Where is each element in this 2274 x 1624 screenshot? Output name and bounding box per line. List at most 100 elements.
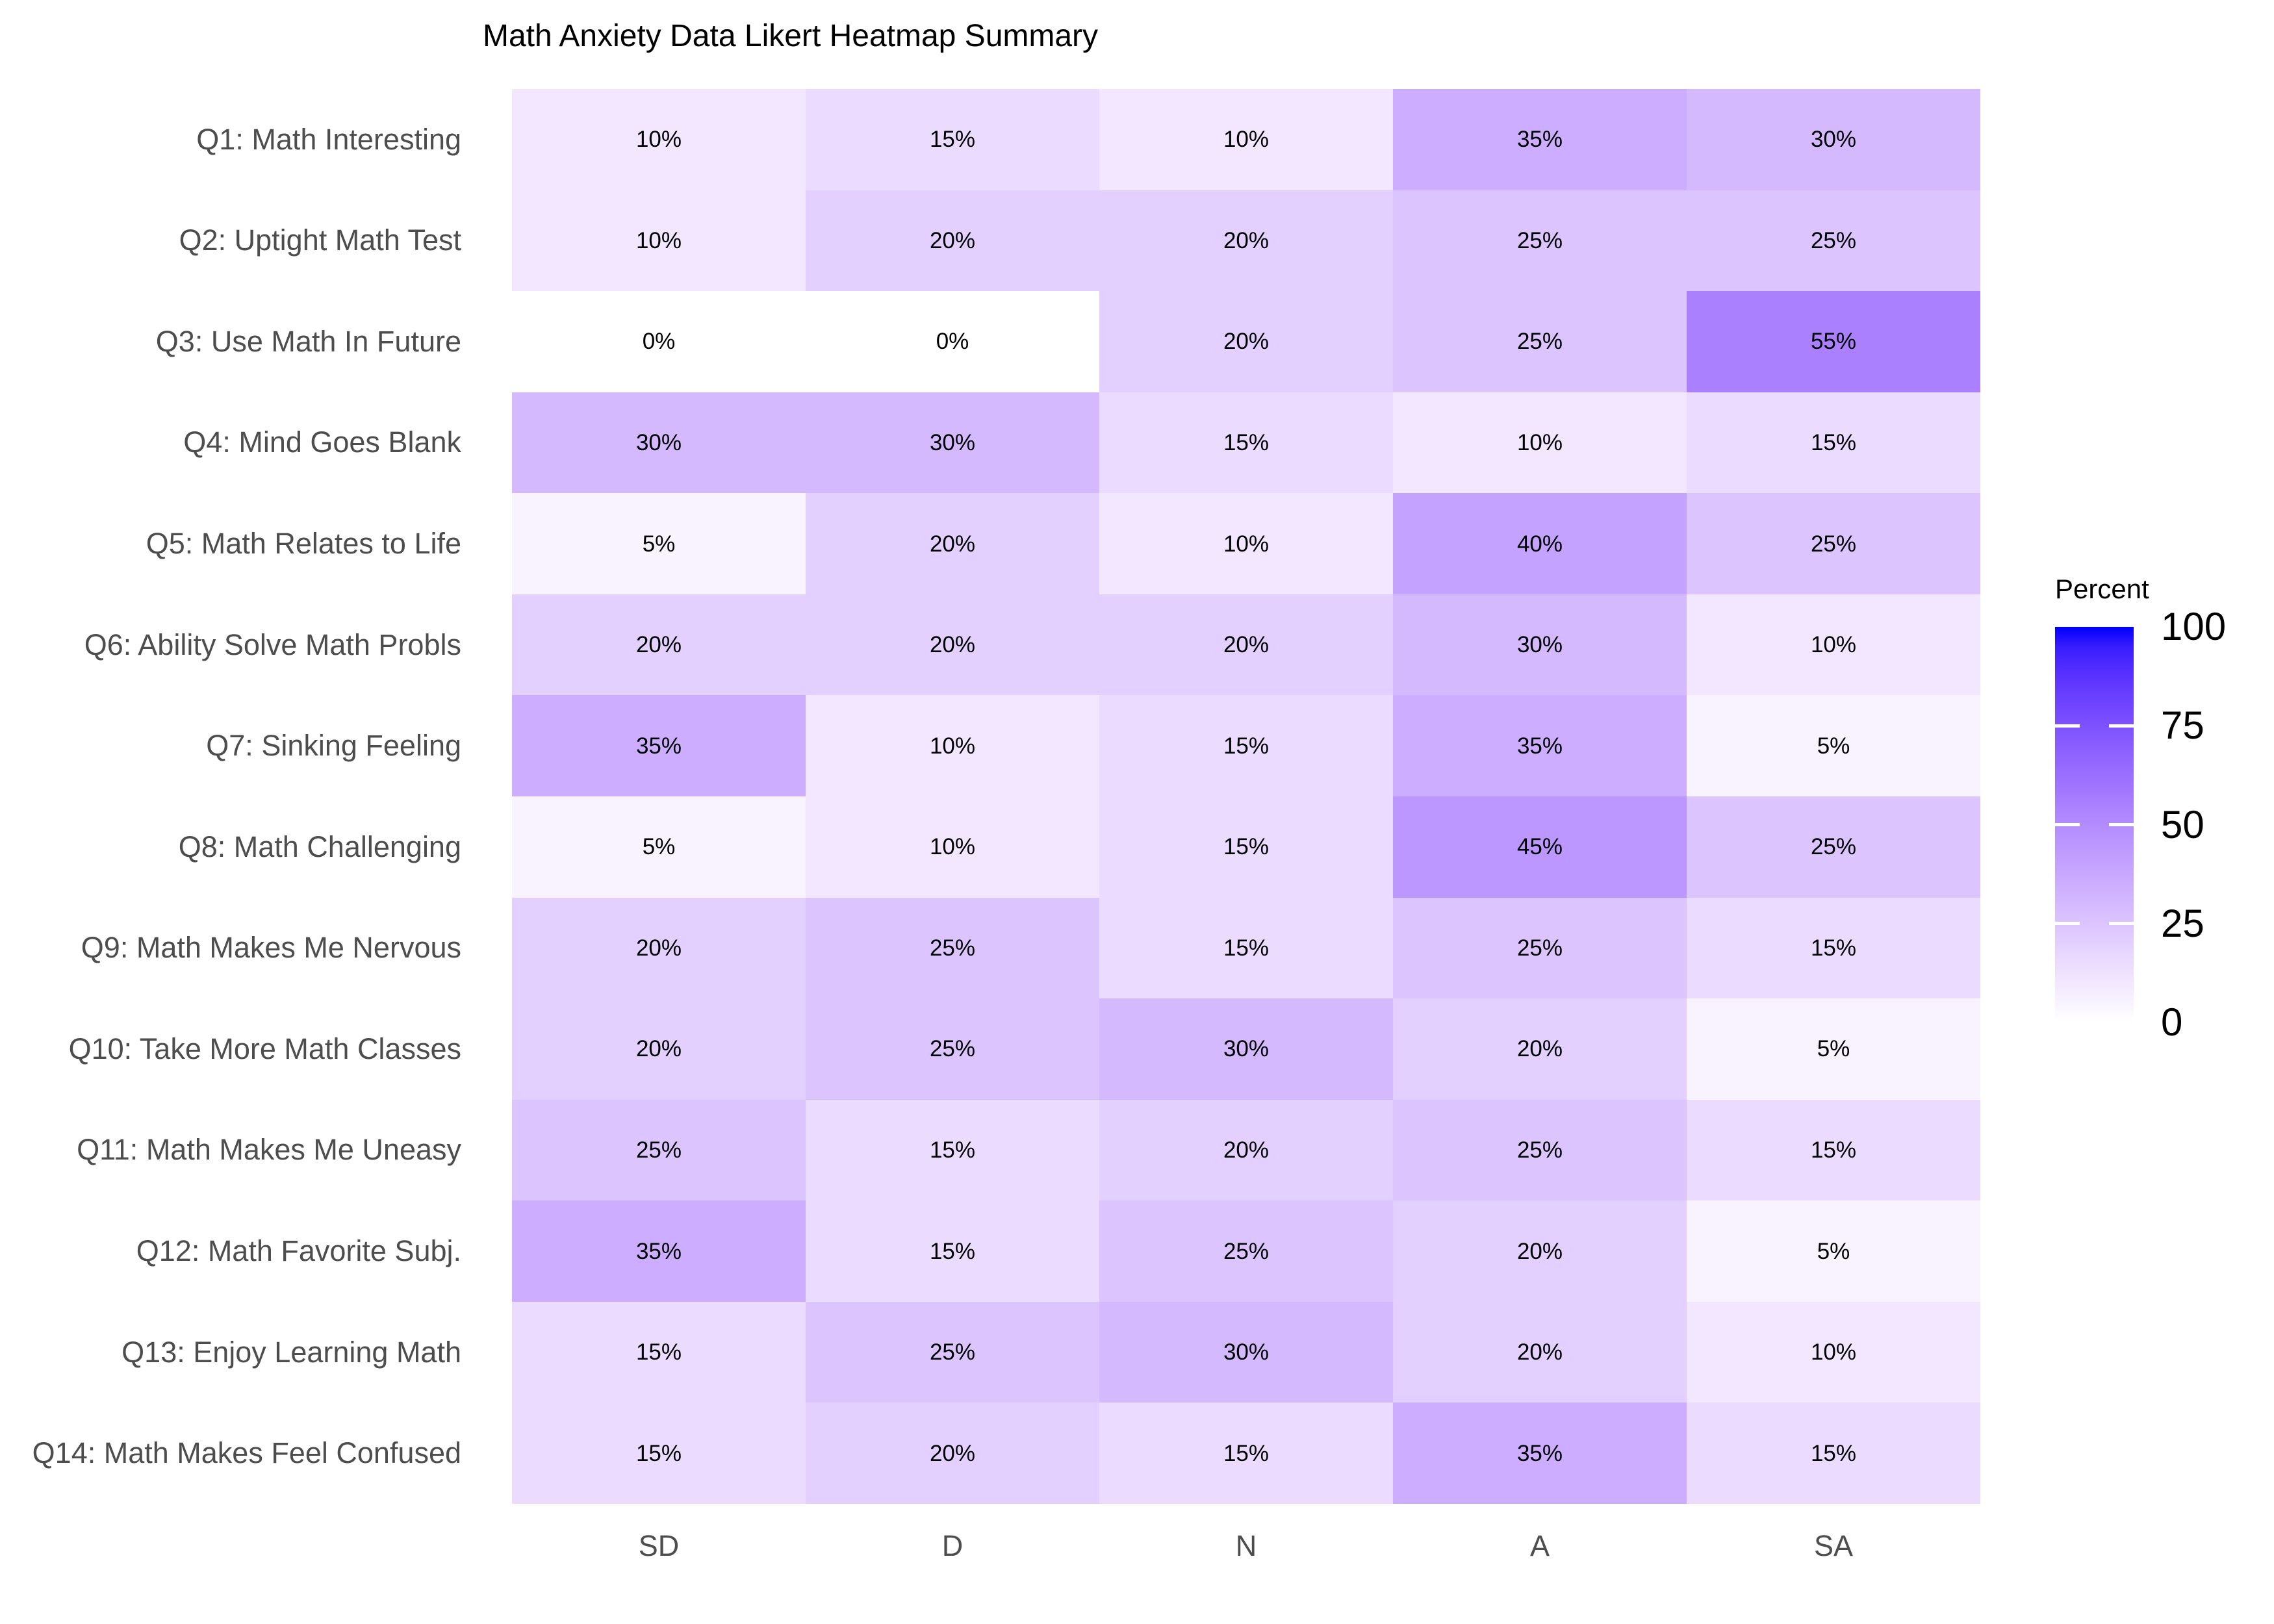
row-label: Q1: Math Interesting: [196, 122, 461, 156]
cell-value-label: 35%: [1516, 733, 1563, 759]
heatmap-cell: 30%: [1099, 1301, 1393, 1403]
cell-value-label: 25%: [1516, 935, 1563, 961]
cell-value-label: 10%: [635, 127, 682, 153]
cell-value-label: 35%: [635, 733, 682, 759]
cell-value-label: 25%: [1810, 227, 1857, 253]
cell-value-label: 25%: [1516, 1137, 1563, 1163]
row-label: Q14: Math Makes Feel Confused: [32, 1436, 461, 1470]
cell-value-label: 10%: [1516, 429, 1563, 455]
heatmap-cell: 10%: [1393, 392, 1687, 494]
row-label: Q11: Math Makes Me Uneasy: [77, 1133, 461, 1167]
legend-tick-label: 50: [2161, 802, 2204, 846]
cell-value-label: 10%: [1223, 531, 1270, 557]
cell-value-label: 20%: [929, 531, 976, 557]
heatmap-cell: 20%: [1099, 594, 1393, 696]
cell-value-label: 15%: [1810, 1137, 1857, 1163]
cell-value-label: 20%: [929, 1440, 976, 1466]
cell-value-label: 5%: [1817, 1238, 1850, 1264]
cell-value-label: 20%: [1223, 227, 1270, 253]
legend-title: Percent: [2055, 574, 2149, 604]
cell-value-label: 10%: [1810, 632, 1857, 658]
cell-value-label: 15%: [1810, 1440, 1857, 1466]
row-label: Q7: Sinking Feeling: [206, 729, 461, 763]
legend-bar-tick-mark: [2055, 922, 2080, 926]
y-axis-labels: Q1: Math Interesting Q2: Uptight Math Tes…: [0, 89, 461, 1504]
cell-value-label: 15%: [1223, 935, 1270, 961]
cell-value-label: 20%: [1223, 632, 1270, 658]
cell-value-label: 25%: [1810, 531, 1857, 557]
cell-value-label: 20%: [1516, 1036, 1563, 1062]
heatmap-cell: 15%: [1687, 1099, 1980, 1201]
cell-value-label: 25%: [1223, 1238, 1270, 1264]
cell-value-label: 35%: [1516, 1440, 1563, 1466]
cell-value-label: 20%: [1223, 329, 1270, 355]
heatmap-cell: 35%: [1393, 89, 1687, 190]
heatmap-cell: 25%: [1687, 190, 1980, 292]
legend-bar-tick-mark: [2109, 922, 2134, 926]
cell-value-label: 15%: [1810, 429, 1857, 455]
heatmap-cell: 25%: [1393, 190, 1687, 292]
cell-value-label: 20%: [635, 632, 682, 658]
legend-gradient-bar: [2055, 627, 2134, 1022]
heatmap-cell: 35%: [1393, 1402, 1687, 1504]
heatmap-cell: 35%: [1393, 695, 1687, 796]
cell-value-label: 25%: [929, 1036, 976, 1062]
row-label: Q12: Math Favorite Subj.: [136, 1234, 461, 1268]
cell-value-label: 20%: [929, 632, 976, 658]
cell-value-label: 15%: [635, 1440, 682, 1466]
row-label: Q8: Math Challenging: [178, 830, 461, 863]
cell-value-label: 15%: [1223, 429, 1270, 455]
heatmap-cell: 10%: [806, 695, 1099, 796]
cell-value-label: 25%: [1516, 227, 1563, 253]
heatmap-cell: 25%: [1393, 1099, 1687, 1201]
heatmap-cell: 35%: [512, 695, 806, 796]
row-label: Q4: Mind Goes Blank: [183, 425, 461, 459]
heatmap-cell: 15%: [1099, 392, 1393, 494]
cell-value-label: 30%: [1516, 632, 1563, 658]
cell-value-label: 30%: [1223, 1036, 1270, 1062]
heatmap-cell: 20%: [806, 190, 1099, 292]
heatmap-cell: 30%: [1687, 89, 1980, 190]
heatmap-cell: 20%: [1099, 190, 1393, 292]
cell-value-label: 35%: [635, 1238, 682, 1264]
legend-bar-tick-mark: [2055, 724, 2080, 728]
cell-value-label: 25%: [1516, 329, 1563, 355]
heatmap-cell: 40%: [1393, 493, 1687, 594]
heatmap-cell: 5%: [1687, 695, 1980, 796]
heatmap-cell: 25%: [1099, 1200, 1393, 1302]
heatmap-cell: 15%: [1099, 695, 1393, 796]
row-label: Q2: Uptight Math Test: [179, 223, 461, 257]
heatmap-cell: 25%: [512, 1099, 806, 1201]
heatmap-cell: 10%: [512, 89, 806, 190]
cell-value-label: 0%: [936, 329, 969, 355]
heatmap-cell: 20%: [512, 897, 806, 999]
heatmap-cell: 5%: [512, 796, 806, 898]
cell-value-label: 25%: [929, 1339, 976, 1365]
heatmap-cell: 20%: [512, 594, 806, 696]
cell-value-label: 30%: [1810, 127, 1857, 153]
cell-value-label: 15%: [1810, 935, 1857, 961]
cell-value-label: 35%: [1516, 127, 1563, 153]
cell-value-label: 0%: [642, 329, 676, 355]
column-label: D: [941, 1529, 964, 1562]
row-label: Q10: Take More Math Classes: [68, 1032, 461, 1065]
heatmap-cell: 20%: [512, 998, 806, 1100]
heatmap-cell: 20%: [1099, 291, 1393, 392]
column-label: N: [1235, 1529, 1257, 1562]
heatmap-cell: 10%: [1687, 1301, 1980, 1403]
cell-value-label: 25%: [635, 1137, 682, 1163]
column-label: A: [1529, 1529, 1550, 1562]
heatmap-cell: 30%: [1393, 594, 1687, 696]
heatmap-cell: 30%: [512, 392, 806, 494]
cell-value-label: 5%: [1817, 733, 1850, 759]
cell-value-label: 20%: [1223, 1137, 1270, 1163]
row-label: Q5: Math Relates to Life: [146, 527, 461, 561]
cell-value-label: 20%: [1516, 1339, 1563, 1365]
cell-value-label: 25%: [929, 935, 976, 961]
heatmap-cell: 20%: [1099, 1099, 1393, 1201]
heatmap-cell: 15%: [512, 1301, 806, 1403]
cell-value-label: 30%: [635, 429, 682, 455]
heatmap-cell: 35%: [512, 1200, 806, 1302]
heatmap-cell: 10%: [1687, 594, 1980, 696]
